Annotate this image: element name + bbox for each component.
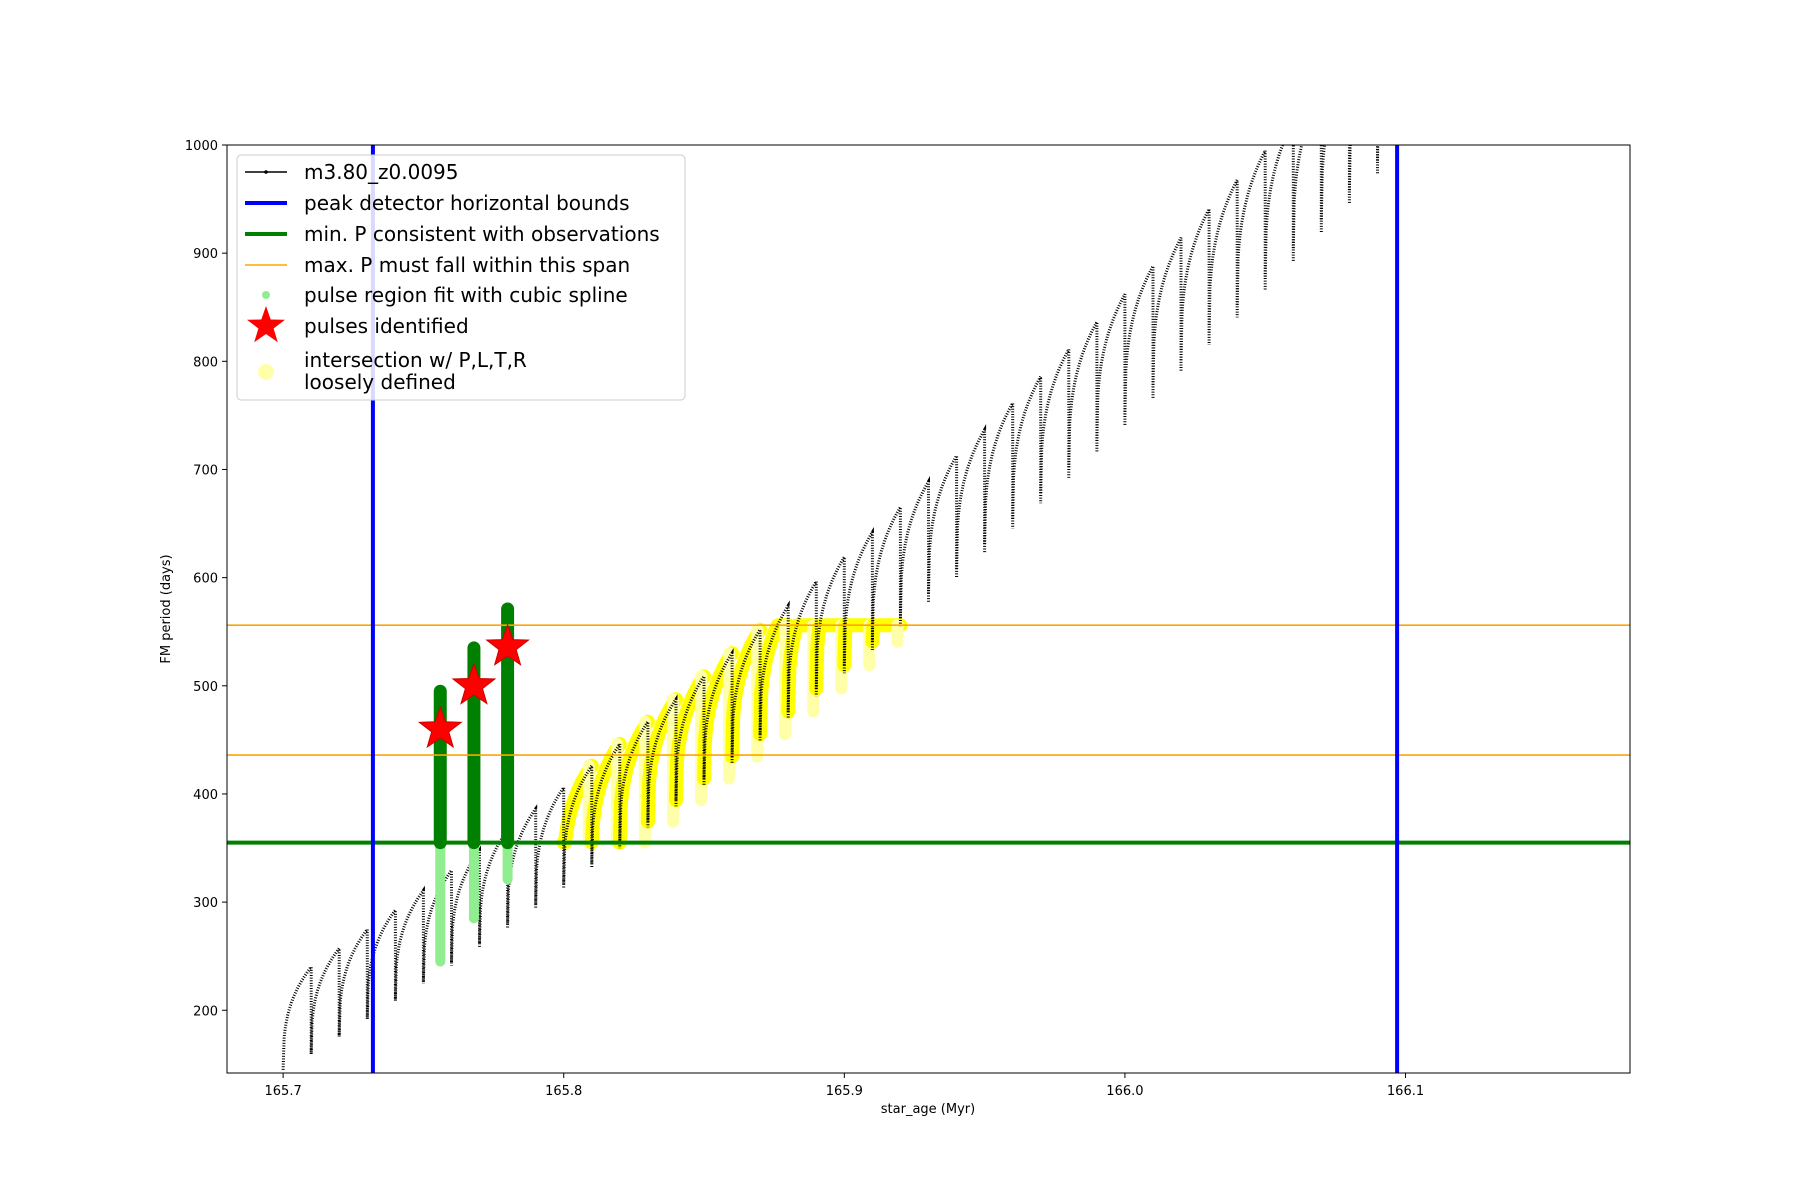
legend-entry: intersection w/ P,L,T,R loosely defined [258, 348, 527, 394]
model-cycle [1235, 149, 1267, 305]
legend-handle-intersection [258, 364, 274, 380]
y-tick-label: 900 [193, 247, 218, 262]
legend-label-line: min. P consistent with observations [304, 222, 660, 246]
model-cycle [758, 600, 790, 735]
y-tick-label: 400 [193, 788, 218, 803]
y-tick-label: 200 [193, 1004, 218, 1019]
legend-handle-pulses [247, 306, 285, 343]
y-tick-label: 700 [193, 463, 218, 478]
y-axis-label: FM period (days) [159, 554, 174, 663]
legend-entry: peak detector horizontal bounds [245, 191, 630, 215]
plot-content [227, 145, 1630, 1073]
y-tick-label: 600 [193, 572, 218, 587]
legend-label-line: m3.80_z0.0095 [304, 160, 459, 184]
legend-label-line: pulse region fit with cubic spline [304, 283, 628, 307]
model-cycle [1123, 260, 1155, 415]
model-cycle [1291, 145, 1323, 249]
y-axis: 200 300 400 500 600 700 800 900 1000 [185, 139, 227, 1019]
model-cycle [337, 924, 369, 1036]
legend-label: pulses identified [304, 314, 469, 338]
model-cycle [1067, 316, 1099, 468]
legend-marker-model [264, 170, 268, 174]
y-tick-label: 500 [193, 680, 218, 695]
model-cycle [421, 866, 453, 981]
x-tick-label: 165.9 [826, 1084, 863, 1099]
legend-entry: min. P consistent with observations [245, 222, 660, 246]
legend-label-line: max. P must fall within this span [304, 253, 630, 277]
legend-box [236, 154, 686, 401]
series-pulses [417, 623, 530, 749]
model-cycle [562, 761, 594, 884]
x-axis-label: star_age (Myr) [881, 1102, 975, 1117]
pulse-star [451, 662, 497, 705]
legend-label: intersection w/ P,L,T,R loosely defined [304, 348, 527, 394]
legend-label: max. P must fall within this span [304, 253, 630, 277]
model-cycle [842, 526, 874, 666]
legend-handle-spline [262, 291, 270, 299]
model-cycle [674, 671, 706, 801]
legend-label: peak detector horizontal bounds [304, 191, 630, 215]
model-cycle [618, 716, 650, 843]
model-cycle [814, 551, 846, 689]
legend-label-line: intersection w/ P,L,T,R [304, 348, 527, 372]
pulse-star [485, 623, 530, 666]
x-tick-label: 165.8 [545, 1084, 582, 1099]
x-axis: 165.7 165.8 165.9 166.0 166.1 [265, 1073, 1424, 1099]
legend-label: pulse region fit with cubic spline [304, 283, 628, 307]
legend-label: m3.80_z0.0095 [304, 160, 459, 184]
plot-frame [226, 144, 1631, 1074]
legend-label-line: loosely defined [304, 370, 456, 394]
model-cycle [1039, 348, 1071, 494]
legend-entry: pulses identified [247, 306, 469, 343]
model-cycle [1179, 208, 1211, 361]
x-tick-label: 166.1 [1387, 1084, 1424, 1099]
legend-entry: m3.80_z0.0095 [245, 160, 459, 184]
pulse-star [417, 705, 463, 749]
model-cycle [955, 423, 987, 569]
model-cycle [309, 943, 341, 1053]
y-tick-label: 300 [193, 896, 218, 911]
model-cycle [590, 738, 622, 864]
legend-entry: max. P must fall within this span [245, 253, 630, 277]
model-cycle [927, 450, 959, 594]
legend-label-line: peak detector horizontal bounds [304, 191, 630, 215]
y-tick-label: 800 [193, 355, 218, 370]
legend-label: min. P consistent with observations [304, 222, 660, 246]
model-cycle [393, 885, 425, 1000]
model-cycle [870, 501, 902, 642]
legend-entry: pulse region fit with cubic spline [262, 283, 628, 307]
model-cycle [983, 397, 1015, 544]
y-tick-label: 1000 [185, 139, 218, 154]
x-tick-label: 166.0 [1106, 1084, 1143, 1099]
x-tick-label: 165.7 [265, 1084, 302, 1099]
series-model [281, 145, 1407, 1070]
model-cycle [1207, 174, 1239, 333]
legend-label-line: pulses identified [304, 314, 469, 338]
